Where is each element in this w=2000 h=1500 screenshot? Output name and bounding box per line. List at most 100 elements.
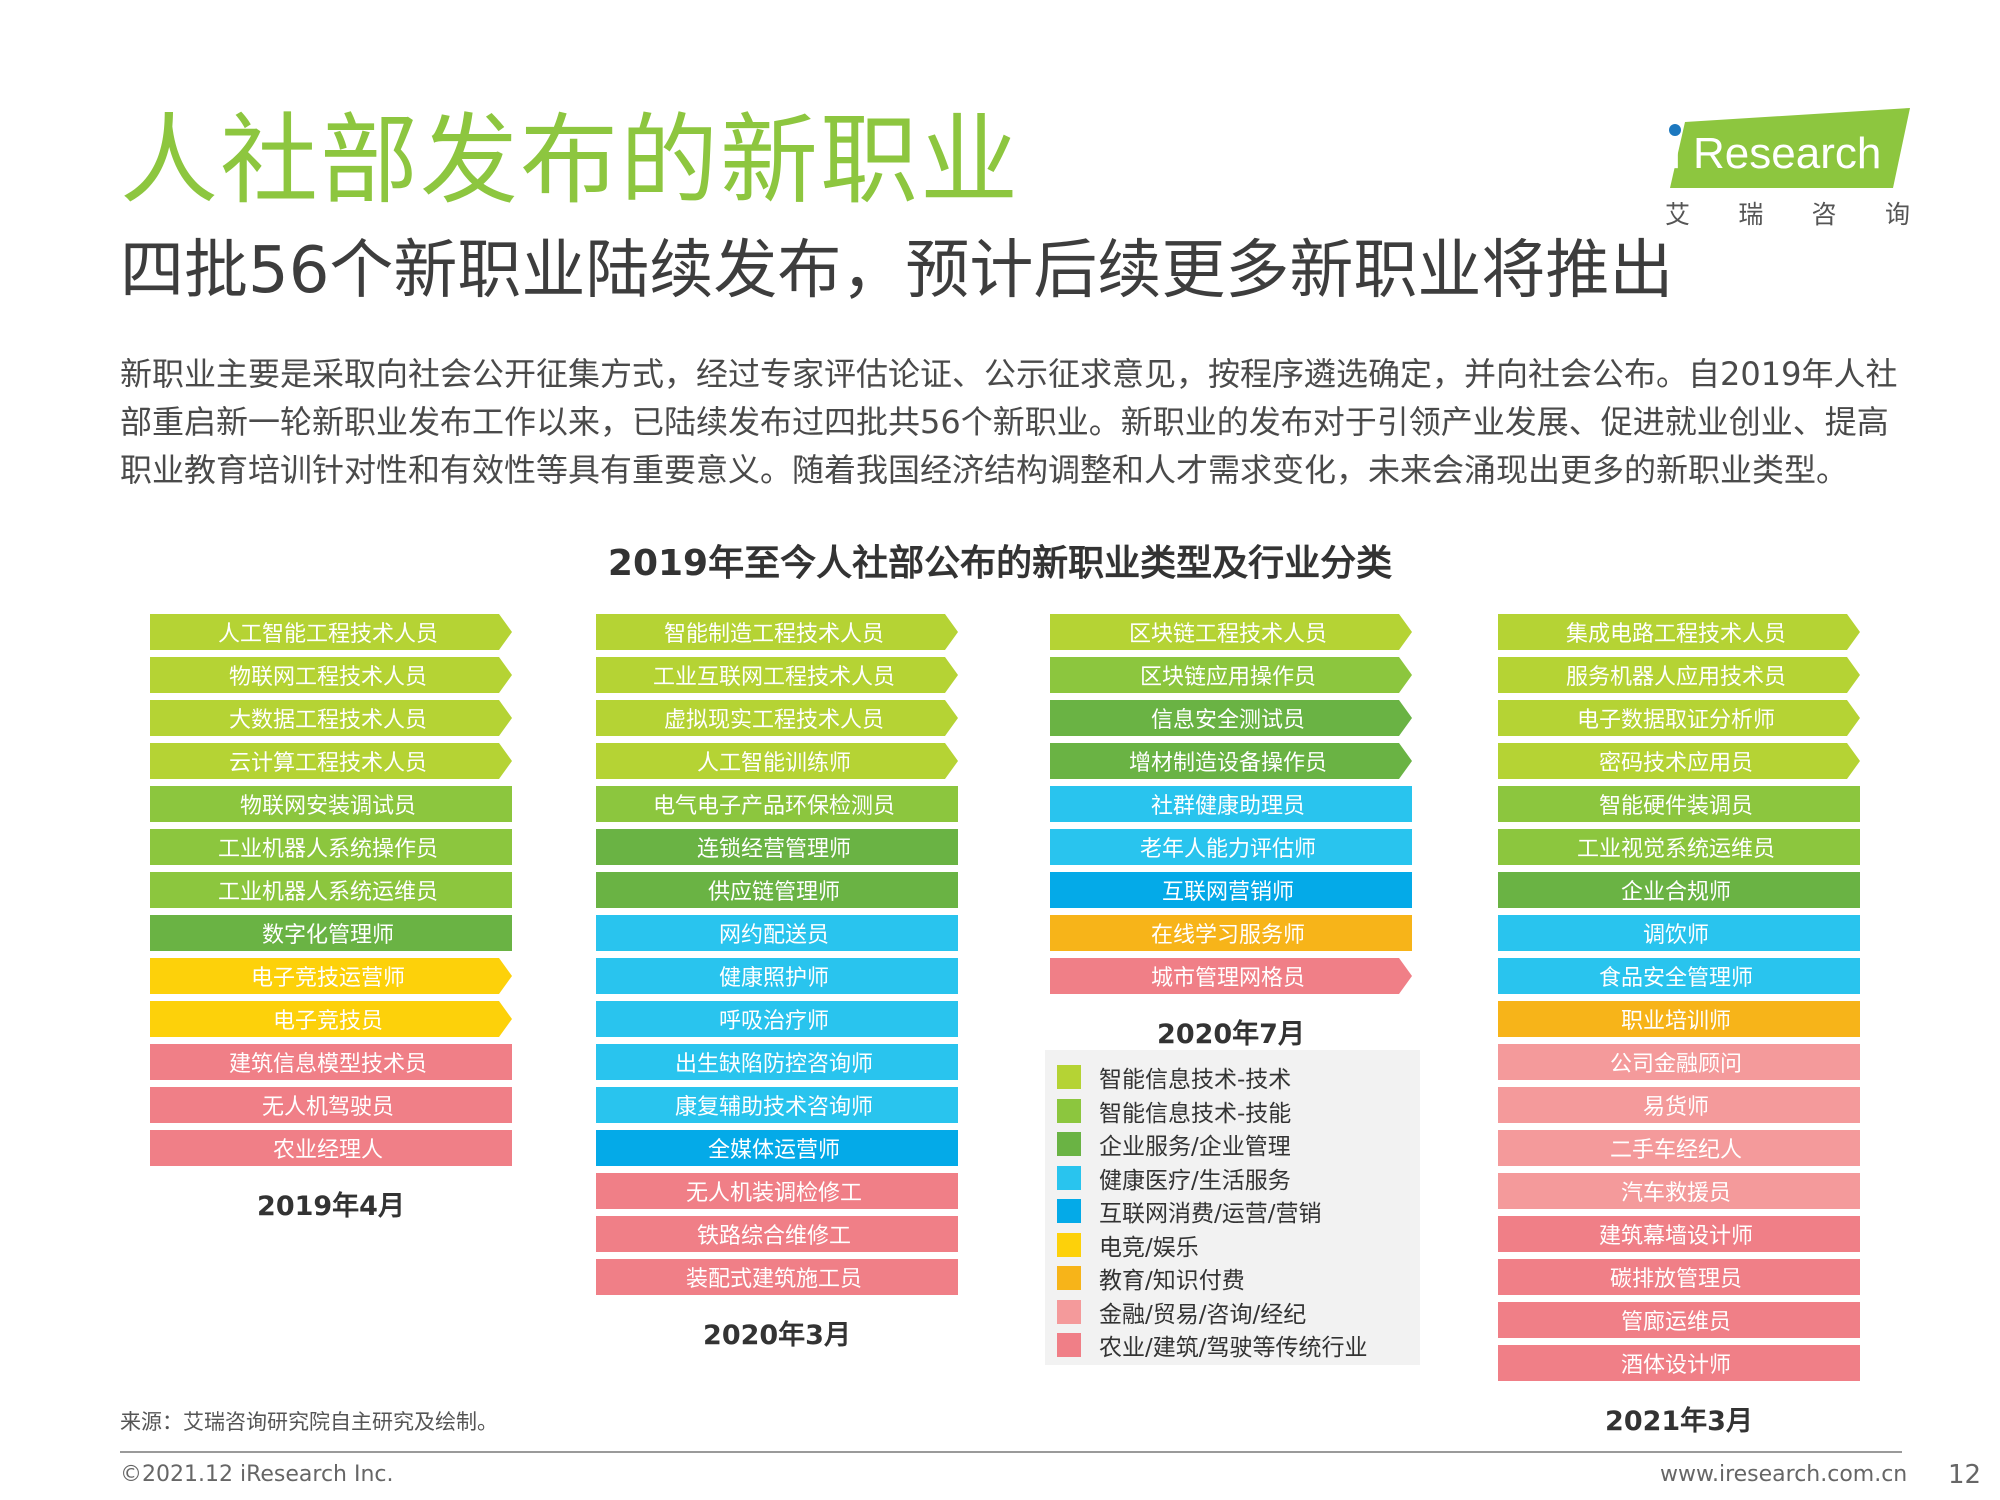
occupation-label: 密码技术应用员: [1598, 751, 1753, 776]
column-date: 2020年3月: [703, 1320, 851, 1351]
occupation-item: 康复辅助技术咨询师: [596, 1087, 958, 1123]
occupation-label: 二手车经纪人: [1609, 1138, 1742, 1163]
occupation-label: 全媒体运营师: [707, 1138, 840, 1163]
occupation-label: 电子竞技运营师: [250, 966, 405, 991]
occupation-label: 人工智能训练师: [696, 751, 851, 776]
occupation-label: 工业机器人系统操作员: [217, 837, 438, 862]
occupation-item: 职业培训师: [1498, 1001, 1860, 1037]
occupation-item: 工业机器人系统操作员: [150, 829, 512, 865]
occupation-label: 公司金融顾问: [1609, 1052, 1742, 1077]
legend-entry: 农业/建筑/驾驶等传统行业: [1057, 1330, 1368, 1361]
occupation-item: 互联网营销师: [1050, 872, 1412, 908]
occupation-item: 大数据工程技术人员: [150, 700, 512, 736]
occupation-item: 信息安全测试员: [1050, 700, 1412, 736]
occupation-label: 人工智能工程技术人员: [217, 622, 438, 647]
occupation-item: 工业机器人系统运维员: [150, 872, 512, 908]
occupation-item: 电子竞技员: [150, 1001, 512, 1037]
occupation-item: 电气电子产品环保检测员: [596, 786, 958, 822]
occupation-label: 信息安全测试员: [1150, 708, 1305, 733]
occupation-label: 集成电路工程技术人员: [1565, 622, 1786, 647]
occupation-label: 无人机装调检修工: [685, 1181, 862, 1206]
occupation-item: 城市管理网格员: [1050, 958, 1412, 994]
legend-label: 互联网消费/运营/营销: [1099, 1201, 1322, 1227]
occupation-item: 调饮师: [1498, 915, 1860, 951]
occupation-label: 职业培训师: [1620, 1009, 1731, 1034]
legend-swatch: [1057, 1299, 1081, 1324]
footer-divider: [120, 1451, 1902, 1453]
legend-swatch: [1057, 1098, 1081, 1123]
chart-title: 2019年至今人社部公布的新职业类型及行业分类: [607, 543, 1393, 584]
occupation-item: 汽车救援员: [1498, 1173, 1860, 1209]
legend-label: 教育/知识付费: [1099, 1268, 1245, 1294]
occupation-label: 易货师: [1642, 1095, 1709, 1120]
logo-blue-dot: [1669, 124, 1681, 136]
occupation-label: 连锁经营管理师: [696, 837, 851, 862]
occupation-item: 物联网安装调试员: [150, 786, 512, 822]
occupation-item: 全媒体运营师: [596, 1130, 958, 1166]
legend-label: 金融/贸易/咨询/经纪: [1099, 1301, 1307, 1328]
legend-entry: 教育/知识付费: [1057, 1263, 1245, 1294]
column-date: 2021年3月: [1605, 1406, 1753, 1437]
legend-swatch: [1057, 1199, 1081, 1223]
occupation-label: 工业互联网工程技术人员: [652, 665, 895, 690]
copyright: ©2021.12 iResearch Inc.: [120, 1462, 394, 1487]
legend-entry: 健康医疗/生活服务: [1057, 1163, 1291, 1194]
legend-entry: 电竞/娱乐: [1057, 1230, 1199, 1261]
occupation-label: 无人机驾驶员: [261, 1095, 394, 1120]
occupation-item: 云计算工程技术人员: [150, 743, 512, 779]
occupation-item: 智能硬件装调员: [1498, 786, 1860, 822]
occupation-label: 老年人能力评估师: [1139, 837, 1316, 862]
column-date: 2019年4月: [257, 1191, 405, 1222]
occupation-label: 铁路综合维修工: [696, 1224, 851, 1249]
occupation-item: 二手车经纪人: [1498, 1130, 1860, 1166]
occupation-item: 无人机装调检修工: [596, 1173, 958, 1209]
occupation-label: 健康照护师: [718, 966, 829, 991]
occupation-item: 管廊运维员: [1498, 1302, 1860, 1338]
occupation-label: 智能制造工程技术人员: [663, 622, 884, 647]
occupation-label: 社群健康助理员: [1150, 794, 1305, 819]
logo-chinese-name: 艾 瑞 咨 询: [1665, 195, 1910, 231]
occupation-label: 电子数据取证分析师: [1576, 708, 1775, 733]
occupation-item: 增材制造设备操作员: [1050, 743, 1412, 779]
logo-char: 瑞: [1738, 200, 1764, 229]
occupation-item: 装配式建筑施工员: [596, 1259, 958, 1295]
occupation-label: 食品安全管理师: [1598, 966, 1753, 991]
occupation-label: 供应链管理师: [707, 880, 840, 905]
iresearch-logo: i Research: [1669, 108, 1910, 188]
legend-entry: 智能信息技术-技术: [1057, 1062, 1291, 1093]
occupation-item: 供应链管理师: [596, 872, 958, 908]
occupation-item: 建筑幕墙设计师: [1498, 1216, 1860, 1252]
occupation-label: 服务机器人应用技术员: [1565, 665, 1786, 690]
column-date: 2020年7月: [1157, 1019, 1305, 1050]
legend-label: 农业/建筑/驾驶等传统行业: [1099, 1335, 1368, 1361]
occupation-label: 数字化管理师: [261, 923, 394, 948]
occupation-label: 物联网工程技术人员: [228, 665, 427, 690]
occupation-item: 智能制造工程技术人员: [596, 614, 958, 650]
occupation-label: 网约配送员: [718, 923, 829, 948]
logo-char: 艾: [1665, 200, 1691, 229]
occupation-label: 物联网安装调试员: [239, 794, 416, 819]
logo-char: 询: [1884, 200, 1910, 229]
occupation-item: 虚拟现实工程技术人员: [596, 700, 958, 736]
occupation-item: 农业经理人: [150, 1130, 512, 1166]
occupation-label: 电气电子产品环保检测员: [652, 794, 895, 819]
occupation-item: 集成电路工程技术人员: [1498, 614, 1860, 650]
occupation-label: 虚拟现实工程技术人员: [663, 708, 884, 733]
occupation-label: 建筑幕墙设计师: [1598, 1224, 1753, 1249]
occupation-label: 区块链工程技术人员: [1128, 622, 1327, 647]
legend-swatch: [1057, 1165, 1081, 1190]
occupation-label: 工业机器人系统运维员: [217, 880, 438, 905]
occupation-item: 出生缺陷防控咨询师: [596, 1044, 958, 1080]
occupation-label: 互联网营销师: [1161, 880, 1294, 905]
legend-entry: 企业服务/企业管理: [1057, 1129, 1291, 1160]
legend-swatch: [1057, 1333, 1081, 1357]
occupation-item: 网约配送员: [596, 915, 958, 951]
occupation-item: 酒体设计师: [1498, 1345, 1860, 1381]
page-number: 12: [1948, 1460, 1982, 1490]
occupation-item: 社群健康助理员: [1050, 786, 1412, 822]
logo-green-parallelogram: [1670, 108, 1910, 188]
legend-label: 智能信息技术-技能: [1099, 1100, 1292, 1127]
occupation-item: 碳排放管理员: [1498, 1259, 1860, 1295]
occupation-item: 区块链应用操作员: [1050, 657, 1412, 693]
legend-entry: 智能信息技术-技能: [1057, 1096, 1292, 1127]
